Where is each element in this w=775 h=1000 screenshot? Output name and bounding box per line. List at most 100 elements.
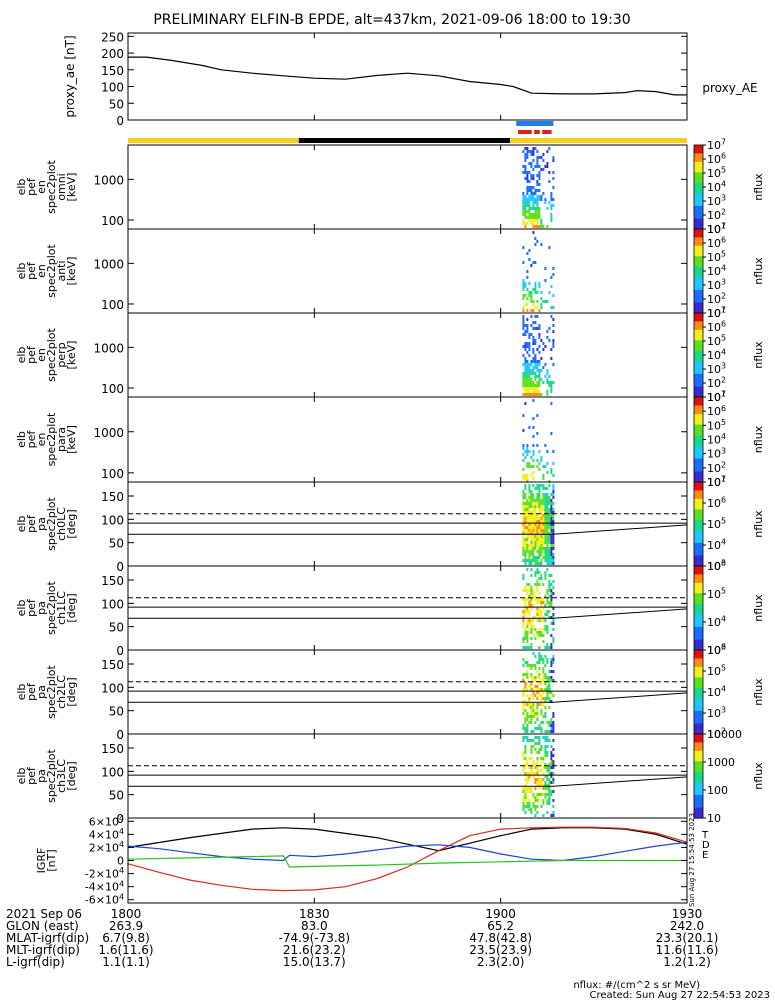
heatmap-cell <box>530 631 533 634</box>
heatmap-cell <box>536 366 539 369</box>
heatmap-cell <box>542 514 545 517</box>
heatmap-cell <box>524 303 527 306</box>
heatmap-cell <box>536 375 539 378</box>
heatmap-cell <box>536 544 539 547</box>
colorbar-segment <box>694 403 703 407</box>
colorbar-segment <box>694 262 703 266</box>
colorbar-segment <box>694 767 703 771</box>
heatmap-cell <box>534 315 537 318</box>
heatmap-cell <box>522 219 525 222</box>
heatmap-cell <box>552 267 555 270</box>
y-axis-label-line: [deg] <box>65 593 78 622</box>
heatmap-cell <box>530 721 533 724</box>
heatmap-cell <box>528 697 531 700</box>
heatmap-cell <box>546 769 549 772</box>
heatmap-cell <box>522 700 525 703</box>
colorbar-segment <box>694 384 703 388</box>
y-axis-label-line: para <box>55 427 68 452</box>
colorbar-segment <box>694 671 703 674</box>
heatmap-cell <box>546 751 549 754</box>
colorbar-segment <box>694 359 703 362</box>
heatmap-cell <box>522 529 525 532</box>
heatmap-cell <box>540 511 543 514</box>
heatmap-cell <box>540 730 543 733</box>
heatmap-cell <box>544 577 547 580</box>
heatmap-cell <box>550 532 553 535</box>
heatmap-cell <box>544 628 547 631</box>
heatmap-cell <box>548 697 551 700</box>
heatmap-cell <box>546 517 549 520</box>
colorbar-segment <box>694 157 703 161</box>
heatmap-cell <box>524 153 527 156</box>
heatmap-cell <box>536 291 539 294</box>
colorbar-segment <box>694 763 703 767</box>
heatmap-cell <box>550 676 553 679</box>
heatmap-cell <box>534 727 537 730</box>
heatmap-cell <box>524 375 527 378</box>
heatmap-cell <box>532 508 535 511</box>
heatmap-cell <box>522 381 525 384</box>
heatmap-cell <box>542 787 545 790</box>
heatmap-cell <box>524 333 527 336</box>
heatmap-cell <box>524 204 527 207</box>
heatmap-cell <box>530 514 533 517</box>
heatmap-cell <box>532 715 535 718</box>
heatmap-cell <box>538 793 541 796</box>
colorbar-segment <box>694 435 703 438</box>
heatmap-cell <box>530 222 533 225</box>
y-axis-label-line: ch0LC <box>55 507 68 541</box>
heatmap-cell <box>536 736 539 739</box>
heatmap-cell <box>526 550 529 553</box>
colorbar-segment <box>694 191 703 194</box>
heatmap-cell <box>546 471 549 474</box>
heatmap-cell <box>546 658 549 661</box>
heatmap-cell <box>544 165 547 168</box>
heatmap-cell <box>532 514 535 517</box>
heatmap-cell <box>526 390 529 393</box>
heatmap-cell <box>534 559 537 562</box>
heatmap-cell <box>536 670 539 673</box>
heatmap-cell <box>528 484 531 487</box>
heatmap-cell <box>546 556 549 559</box>
heatmap-cell <box>528 198 531 201</box>
heatmap-cell <box>526 381 529 384</box>
y-tick-label: 100 <box>101 467 124 481</box>
heatmap-cell <box>548 375 551 378</box>
heatmap-cell <box>552 721 555 724</box>
heatmap-cell <box>530 496 533 499</box>
heatmap-cell <box>524 790 527 793</box>
heatmap-cell <box>536 156 539 159</box>
heatmap-cell <box>522 523 525 526</box>
heatmap-cell <box>528 204 531 207</box>
heatmap-cell <box>540 610 543 613</box>
heatmap-cell <box>532 153 535 156</box>
heatmap-cell <box>548 517 551 520</box>
heatmap-cell <box>544 493 547 496</box>
heatmap-cell <box>522 201 525 204</box>
heatmap-cell <box>536 709 539 712</box>
heatmap-cell <box>548 556 551 559</box>
heatmap-cell <box>524 547 527 550</box>
heatmap-cell <box>532 150 535 153</box>
heatmap-cell <box>540 526 543 529</box>
heatmap-cell <box>550 432 553 435</box>
heatmap-cell <box>526 715 529 718</box>
heatmap-cell <box>550 814 553 817</box>
heatmap-cell <box>524 402 527 405</box>
colorbar-segment <box>694 626 703 630</box>
colorbar-segment <box>694 344 703 348</box>
colorbar-tick-label: 102 <box>707 292 726 306</box>
heatmap-cell <box>544 697 547 700</box>
heatmap-cell <box>528 291 531 294</box>
heatmap-cell <box>552 553 555 556</box>
heatmap-cell <box>528 508 531 511</box>
heatmap-cell <box>538 177 541 180</box>
heatmap-cell <box>528 505 531 508</box>
heatmap-cell <box>530 369 533 372</box>
heatmap-cell <box>534 225 537 228</box>
heatmap-cell <box>538 724 541 727</box>
heatmap-cell <box>538 333 541 336</box>
heatmap-cell <box>530 706 533 709</box>
heatmap-cell <box>522 222 525 225</box>
